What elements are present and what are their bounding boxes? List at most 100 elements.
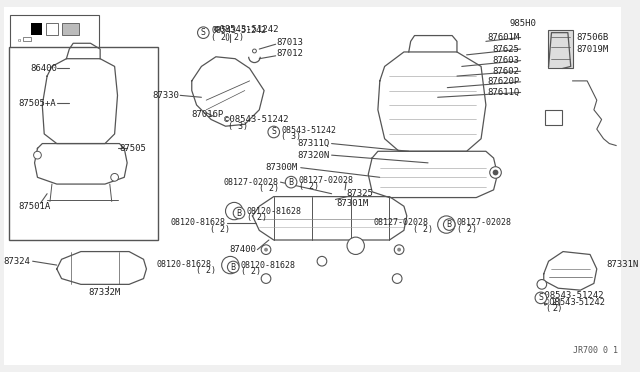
Circle shape [198, 27, 209, 38]
Text: 87320N: 87320N [298, 151, 330, 160]
Text: 08120-81628: 08120-81628 [170, 218, 225, 227]
Text: B: B [228, 260, 233, 270]
Text: ( 2): ( 2) [196, 266, 216, 275]
Circle shape [227, 261, 239, 273]
Circle shape [317, 256, 327, 266]
Text: 87311Q: 87311Q [298, 139, 330, 148]
Text: o: o [17, 38, 21, 43]
Text: 87019M: 87019M [577, 45, 609, 54]
Text: ( 2): ( 2) [211, 33, 231, 42]
Text: 87505+A: 87505+A [18, 99, 56, 108]
Text: JR700 0 1: JR700 0 1 [573, 346, 618, 355]
Text: ( 3): ( 3) [228, 122, 248, 131]
Text: 86400: 86400 [31, 64, 58, 73]
Circle shape [397, 248, 401, 251]
Text: ©08543-51242: ©08543-51242 [214, 25, 278, 34]
FancyBboxPatch shape [4, 7, 621, 365]
FancyBboxPatch shape [438, 216, 455, 233]
Bar [46, 23, 58, 35]
Circle shape [493, 170, 499, 175]
Circle shape [490, 167, 501, 178]
Text: ( 2): ( 2) [241, 267, 261, 276]
Text: 08120-81628: 08120-81628 [247, 206, 301, 215]
Text: ( 2): ( 2) [211, 225, 230, 234]
Text: 87506B: 87506B [577, 33, 609, 42]
Circle shape [261, 274, 271, 283]
Text: S: S [271, 128, 276, 137]
Bar [31, 23, 42, 35]
Text: 87016P: 87016P [192, 110, 224, 119]
Text: 08127-02028: 08127-02028 [223, 178, 278, 187]
Text: B: B [289, 178, 294, 187]
Bar [61, 23, 79, 35]
Text: ©08543-51242: ©08543-51242 [223, 115, 288, 124]
Text: B: B [236, 208, 241, 218]
Text: 87301M: 87301M [337, 199, 369, 208]
Circle shape [537, 279, 547, 289]
Text: A: A [550, 113, 556, 122]
Text: B: B [447, 220, 452, 229]
Text: S: S [538, 294, 543, 302]
Text: S: S [201, 28, 205, 37]
Text: 08120-81628: 08120-81628 [156, 260, 211, 269]
Circle shape [392, 274, 402, 283]
Circle shape [285, 176, 297, 188]
FancyBboxPatch shape [225, 202, 243, 220]
Text: 87400: 87400 [230, 245, 257, 254]
Text: 87620P: 87620P [488, 77, 520, 86]
Bar [23, 36, 31, 41]
Circle shape [444, 219, 455, 230]
Text: B: B [230, 263, 236, 272]
Text: ( 2): ( 2) [547, 304, 561, 313]
Circle shape [34, 151, 42, 159]
Text: ( 2): ( 2) [299, 182, 319, 192]
Circle shape [394, 245, 404, 254]
Text: 985H0: 985H0 [510, 19, 537, 28]
Circle shape [261, 245, 271, 254]
Text: 87602: 87602 [493, 67, 520, 76]
Circle shape [268, 126, 280, 138]
Text: ©08543-51242: ©08543-51242 [539, 291, 604, 301]
FancyBboxPatch shape [10, 15, 99, 48]
Text: ( 2): ( 2) [223, 33, 244, 42]
Text: 87611Q: 87611Q [488, 88, 520, 97]
Text: 87013: 87013 [276, 38, 303, 47]
Text: 87501A: 87501A [18, 202, 51, 211]
Circle shape [111, 173, 118, 181]
Text: ( 2): ( 2) [542, 298, 562, 307]
FancyBboxPatch shape [548, 30, 573, 68]
Text: ( 2): ( 2) [457, 225, 477, 234]
Text: 08543-51242: 08543-51242 [211, 26, 266, 35]
FancyBboxPatch shape [221, 256, 239, 274]
FancyBboxPatch shape [8, 47, 158, 240]
Text: 87603: 87603 [493, 56, 520, 65]
Text: 08543-51242: 08543-51242 [282, 126, 337, 135]
FancyBboxPatch shape [545, 110, 562, 125]
Text: 87331N: 87331N [607, 260, 639, 269]
Circle shape [535, 292, 547, 304]
Text: 87330: 87330 [152, 91, 179, 100]
Text: ( 3): ( 3) [282, 132, 301, 141]
Circle shape [233, 207, 245, 219]
Text: 87012: 87012 [276, 49, 303, 58]
Text: 87325: 87325 [346, 189, 373, 198]
Text: 87505: 87505 [120, 144, 147, 153]
FancyBboxPatch shape [347, 237, 364, 254]
Text: B: B [444, 220, 449, 229]
Text: 87324: 87324 [4, 257, 31, 266]
Circle shape [253, 49, 257, 53]
Text: 08120-81628: 08120-81628 [241, 260, 296, 270]
Circle shape [264, 248, 268, 251]
Text: ( 2): ( 2) [259, 185, 278, 193]
Text: B: B [232, 206, 237, 215]
Text: ( 2): ( 2) [413, 225, 433, 234]
Text: 87332M: 87332M [89, 288, 121, 296]
Text: 87601M: 87601M [488, 33, 520, 42]
Text: 08127-02028: 08127-02028 [457, 218, 512, 227]
Text: 87300M: 87300M [266, 163, 298, 172]
Text: 87625: 87625 [493, 45, 520, 54]
Text: 08127-02028: 08127-02028 [373, 218, 428, 227]
Text: A: A [353, 241, 358, 250]
Text: ©08543-51242: ©08543-51242 [542, 298, 606, 307]
Text: ( 2): ( 2) [247, 213, 267, 222]
